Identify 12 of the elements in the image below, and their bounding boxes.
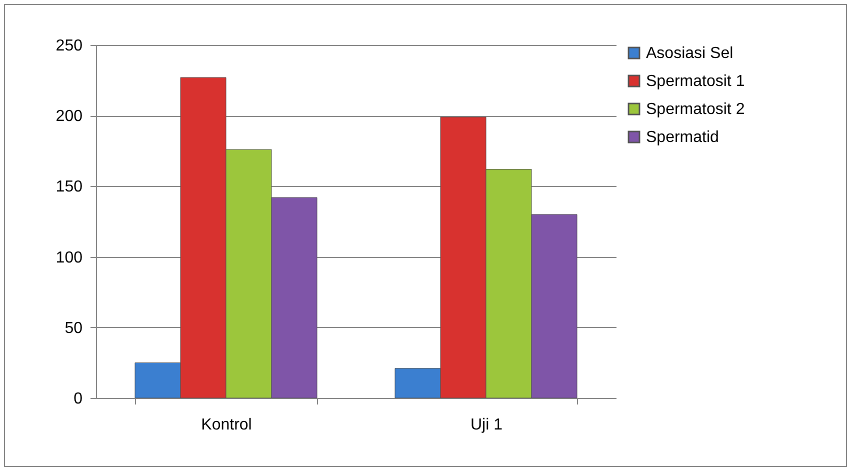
- legend-label: Asosiasi Sel: [646, 45, 734, 62]
- legend-label: Spermatosit 1: [646, 73, 745, 90]
- x-tick-label: Uji 1: [470, 416, 503, 434]
- legend-label: Spermatid: [646, 129, 719, 146]
- y-tick-label: 250: [56, 38, 83, 54]
- y-tick-label: 50: [64, 320, 83, 337]
- legend-label: Spermatosit 2: [646, 101, 745, 118]
- y-tick-label: 0: [74, 390, 83, 408]
- x-tick-label: Kontrol: [201, 416, 252, 434]
- y-tick-label: 150: [56, 178, 83, 196]
- y-tick-label: 200: [56, 108, 83, 126]
- y-tick-label: 100: [56, 249, 83, 266]
